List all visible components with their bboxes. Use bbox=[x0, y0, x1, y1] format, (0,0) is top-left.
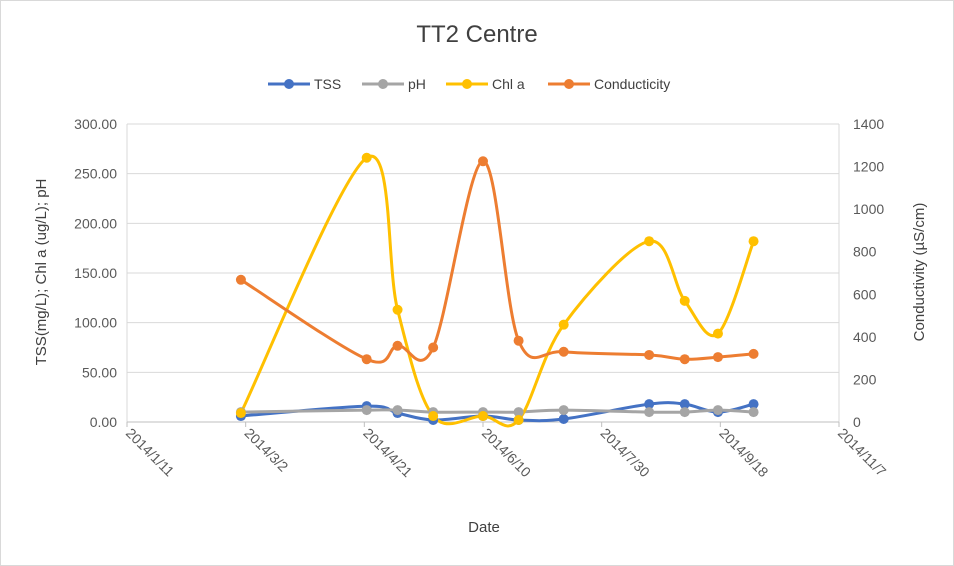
legend-swatch-marker bbox=[378, 79, 388, 89]
left-tick-label: 250.00 bbox=[74, 166, 117, 182]
right-axis-ticks: 0 200 400 600 800 1000 1200 1400 bbox=[853, 116, 884, 430]
right-tick-label: 400 bbox=[853, 329, 877, 345]
data-point-ph bbox=[748, 407, 759, 418]
data-point-chl-a bbox=[361, 152, 372, 163]
series-line-ph bbox=[239, 408, 756, 414]
data-point-tss bbox=[644, 399, 655, 410]
data-point-chl-a bbox=[513, 415, 524, 426]
data-point-ph bbox=[712, 405, 723, 416]
x-tick-label: 2014/9/18 bbox=[716, 425, 772, 481]
legend-swatch-marker bbox=[284, 79, 294, 89]
right-tick-label: 0 bbox=[853, 414, 861, 430]
data-point-ph bbox=[513, 407, 524, 418]
left-tick-label: 0.00 bbox=[90, 414, 117, 430]
data-point-chl-a bbox=[558, 319, 569, 330]
left-tick-label: 50.00 bbox=[82, 364, 117, 380]
chart-title: TT2 Centre bbox=[416, 21, 537, 48]
data-point-ph bbox=[644, 407, 655, 418]
data-point-conducticity bbox=[679, 354, 690, 365]
legend-label: TSS bbox=[314, 76, 341, 92]
data-point-chl-a bbox=[428, 411, 439, 422]
x-tick-label: 2014/11/7 bbox=[835, 425, 890, 480]
left-axis-label: TSS(mg/L); Chl a (ug/L); pH bbox=[33, 179, 50, 366]
data-point-conducticity bbox=[748, 348, 759, 359]
data-point-ph bbox=[679, 407, 690, 418]
data-point-chl-a bbox=[392, 304, 403, 315]
data-point-ph bbox=[392, 405, 403, 416]
x-axis-label: Date bbox=[468, 519, 500, 536]
x-tick-label: 2014/4/21 bbox=[360, 425, 416, 481]
legend-label: Chl a bbox=[492, 76, 525, 92]
data-point-conducticity bbox=[235, 274, 246, 285]
data-point-chl-a bbox=[712, 328, 723, 339]
x-tick-label: 2014/3/2 bbox=[242, 425, 292, 475]
gridlines bbox=[126, 123, 840, 423]
left-tick-label: 150.00 bbox=[74, 265, 117, 281]
legend: TSS pH Chl a Conducticity bbox=[268, 76, 670, 92]
right-tick-label: 1200 bbox=[853, 159, 884, 175]
data-point-chl-a bbox=[748, 236, 759, 247]
right-tick-label: 600 bbox=[853, 286, 877, 302]
data-point-conducticity bbox=[392, 340, 403, 351]
plot-markers bbox=[235, 152, 759, 426]
legend-item: pH bbox=[362, 76, 426, 92]
data-point-conducticity bbox=[428, 342, 439, 353]
data-point-tss bbox=[558, 414, 569, 425]
legend-item: Conducticity bbox=[548, 76, 670, 92]
data-point-conducticity bbox=[644, 349, 655, 360]
left-tick-label: 300.00 bbox=[74, 116, 117, 132]
legend-item: TSS bbox=[268, 76, 341, 92]
right-tick-label: 1400 bbox=[853, 116, 884, 132]
series-line-conducticity bbox=[239, 159, 756, 364]
legend-swatch-marker bbox=[462, 79, 472, 89]
left-tick-label: 200.00 bbox=[74, 215, 117, 231]
data-point-tss bbox=[679, 399, 690, 410]
data-point-tss bbox=[748, 399, 759, 410]
left-tick-label: 100.00 bbox=[74, 315, 117, 331]
data-point-chl-a bbox=[478, 411, 488, 422]
right-tick-label: 800 bbox=[853, 244, 877, 260]
right-axis-label: Conductivity (µS/cm) bbox=[911, 203, 928, 342]
data-point-conducticity bbox=[712, 352, 723, 363]
data-point-chl-a bbox=[679, 295, 690, 306]
series-line-chl-a bbox=[239, 154, 756, 428]
data-point-conducticity bbox=[478, 156, 488, 167]
data-point-ph bbox=[361, 405, 372, 416]
x-tick-label: 2014/1/11 bbox=[123, 425, 178, 480]
data-point-chl-a bbox=[235, 408, 246, 419]
plot-lines bbox=[239, 154, 756, 428]
x-tick-label: 2014/6/10 bbox=[479, 425, 535, 481]
data-point-conducticity bbox=[513, 335, 524, 346]
legend-item: Chl a bbox=[446, 76, 525, 92]
data-point-chl-a bbox=[644, 236, 655, 247]
right-tick-label: 200 bbox=[853, 371, 877, 387]
right-tick-label: 1000 bbox=[853, 201, 884, 217]
data-point-ph bbox=[558, 405, 569, 416]
legend-swatch-marker bbox=[564, 79, 574, 89]
x-axis-ticks: 2014/1/11 2014/3/2 2014/4/21 2014/6/10 2014/… bbox=[123, 422, 890, 480]
legend-label: Conducticity bbox=[594, 76, 670, 92]
data-point-conducticity bbox=[361, 354, 372, 365]
legend-label: pH bbox=[408, 76, 426, 92]
data-point-conducticity bbox=[558, 346, 569, 357]
left-axis-ticks: 0.00 50.00 100.00 150.00 200.00 250.00 300.00 bbox=[74, 116, 117, 430]
x-tick-label: 2014/7/30 bbox=[598, 425, 654, 481]
